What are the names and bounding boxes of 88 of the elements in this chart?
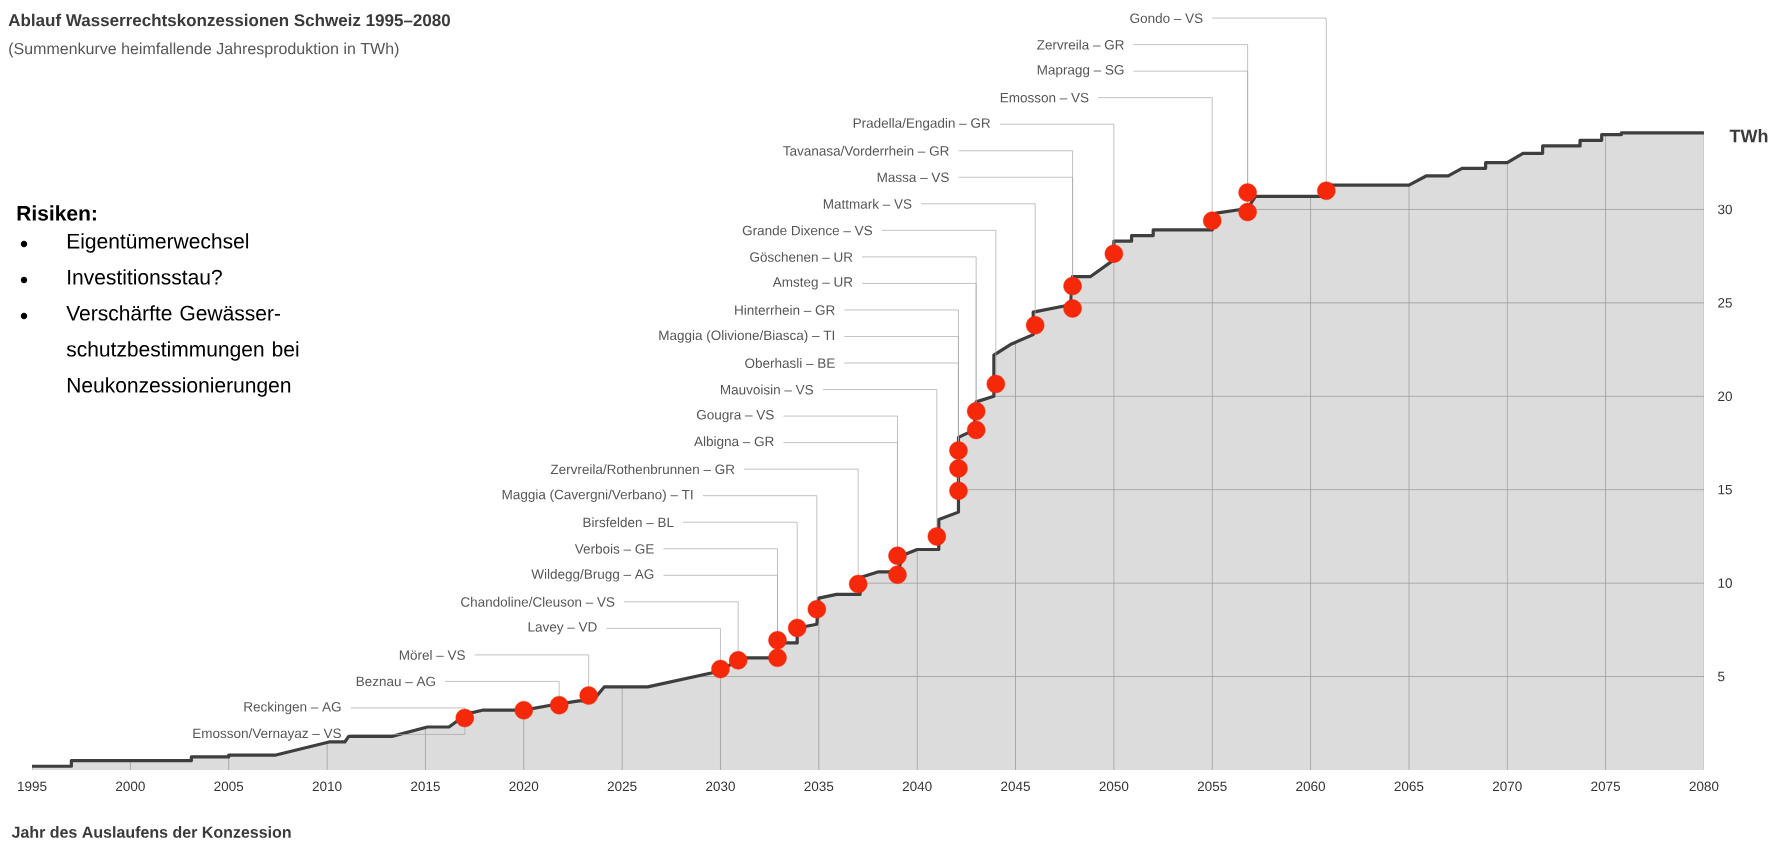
annotation: Mauvoisin – VS	[721, 384, 814, 395]
annotation: Risiken:	[17, 205, 96, 221]
point	[807, 600, 827, 619]
annotation: Eigentümerwechsel	[67, 233, 249, 253]
point	[1203, 211, 1222, 230]
x-tick-label: 2050	[1099, 781, 1129, 792]
annotation: Mapragg – SG	[1037, 65, 1124, 78]
point	[848, 574, 868, 594]
annotation: Wildegg/Brugg – AG	[531, 568, 654, 582]
point	[1104, 244, 1124, 263]
point	[787, 618, 807, 638]
x-tick-label: 1995	[18, 781, 47, 792]
point	[1063, 276, 1082, 296]
annotation: Chandoline/Cleuson – VS	[461, 596, 615, 607]
annotation: Investitionsstau?	[68, 269, 222, 285]
annotation: Oberhasli – BE	[745, 358, 835, 368]
annotation: Amsteg – UR	[772, 277, 853, 290]
x-tick-label: 2075	[1591, 781, 1621, 792]
point	[514, 700, 533, 720]
x-tick-label: 2030	[706, 781, 735, 792]
annotation: Lavey – VD	[528, 622, 597, 635]
annotation: Grande Dixence – VS	[742, 225, 873, 236]
y-tick-label: 30	[1718, 204, 1732, 215]
annotation: Maggia (Olivione/Biasca) – TI	[659, 330, 835, 343]
y-tick-label: 10	[1718, 578, 1732, 588]
annotation: Göschenen – UR	[750, 251, 853, 262]
annotation: Beznau – AG	[356, 676, 435, 687]
y-tick-label: 5	[1718, 671, 1725, 682]
point	[966, 420, 986, 440]
x-tick-label: 2010	[312, 781, 342, 792]
x-tick-label: 2070	[1492, 781, 1522, 792]
annotation: Emosson/Vernayaz – VS	[193, 728, 341, 741]
annotation: Emosson – VS	[1000, 92, 1089, 103]
annotation: Reckingen – AG	[244, 701, 341, 715]
annotation: Pradella/Engadin – GR	[853, 117, 991, 131]
point	[1238, 183, 1257, 202]
annotation: Hinterrhein – GR	[735, 304, 835, 315]
annotation: Mattmark – VS	[823, 198, 912, 209]
point	[986, 374, 1006, 394]
point	[711, 659, 730, 679]
point	[1063, 299, 1082, 318]
annotation: Verbois – GE	[574, 543, 654, 554]
annotation: Verschärfte Gewässer-schutzbestimmungen bei Neukonzessionierungen	[66, 305, 299, 397]
point	[966, 402, 986, 421]
point	[888, 565, 907, 584]
point	[949, 459, 968, 478]
x-tick-label: 2005	[214, 781, 244, 792]
chart-title: Ablauf Wasserrechtskonzessionen Schweiz 1995–2080	[8, 13, 450, 27]
annotation: Zervreila – GR	[1037, 39, 1124, 50]
annotation: Mörel – VS	[399, 649, 465, 660]
annotation: Gougra – VS	[696, 409, 774, 423]
point	[728, 651, 748, 670]
x-tick-label: 2080	[1689, 781, 1719, 792]
point	[455, 708, 474, 728]
annotation: Albigna – GR	[694, 436, 774, 449]
x-tick-label: 2060	[1296, 781, 1326, 792]
point	[1025, 316, 1045, 335]
x-tick-label: 2020	[509, 781, 539, 792]
y-axis-title: TWh	[1729, 129, 1768, 143]
y-tick-label: 15	[1718, 485, 1732, 495]
x-tick-label: 2000	[116, 781, 145, 792]
point	[949, 441, 968, 460]
point	[888, 546, 907, 566]
x-tick-label: 2055	[1197, 781, 1227, 792]
x-tick-label: 2035	[804, 781, 834, 792]
point	[549, 695, 569, 715]
x-tick-label: 2015	[411, 781, 440, 792]
annotation: Massa – VS	[877, 172, 949, 183]
annotation: Tavanasa/Vorderrhein – GR	[783, 145, 949, 156]
x-tick-label: 2040	[902, 781, 932, 792]
point	[949, 481, 968, 501]
point	[768, 631, 787, 650]
chart-subtitle: (Summenkurve heimfallende Jahresproduktion in TWh)	[9, 42, 399, 58]
annotation: Maggia (Cavergni/Verbano) – TI	[502, 489, 693, 502]
y-tick-label: 25	[1718, 298, 1732, 308]
point	[1317, 181, 1336, 200]
point	[768, 648, 787, 668]
annotation: Zervreila/Rothenbrunnen – GR	[550, 464, 735, 475]
x-tick-label: 2045	[1001, 781, 1030, 792]
point	[927, 527, 947, 546]
y-tick-label: 20	[1718, 391, 1732, 402]
x-axis-title: Jahr des Auslaufens der Konzession	[11, 826, 291, 838]
x-tick-label: 2065	[1394, 781, 1424, 792]
annotation: Birsfelden – BL	[583, 517, 674, 528]
point	[1238, 202, 1257, 222]
point	[579, 686, 598, 705]
x-tick-label: 2025	[607, 781, 637, 792]
annotation: Gondo – VS	[1130, 13, 1203, 24]
